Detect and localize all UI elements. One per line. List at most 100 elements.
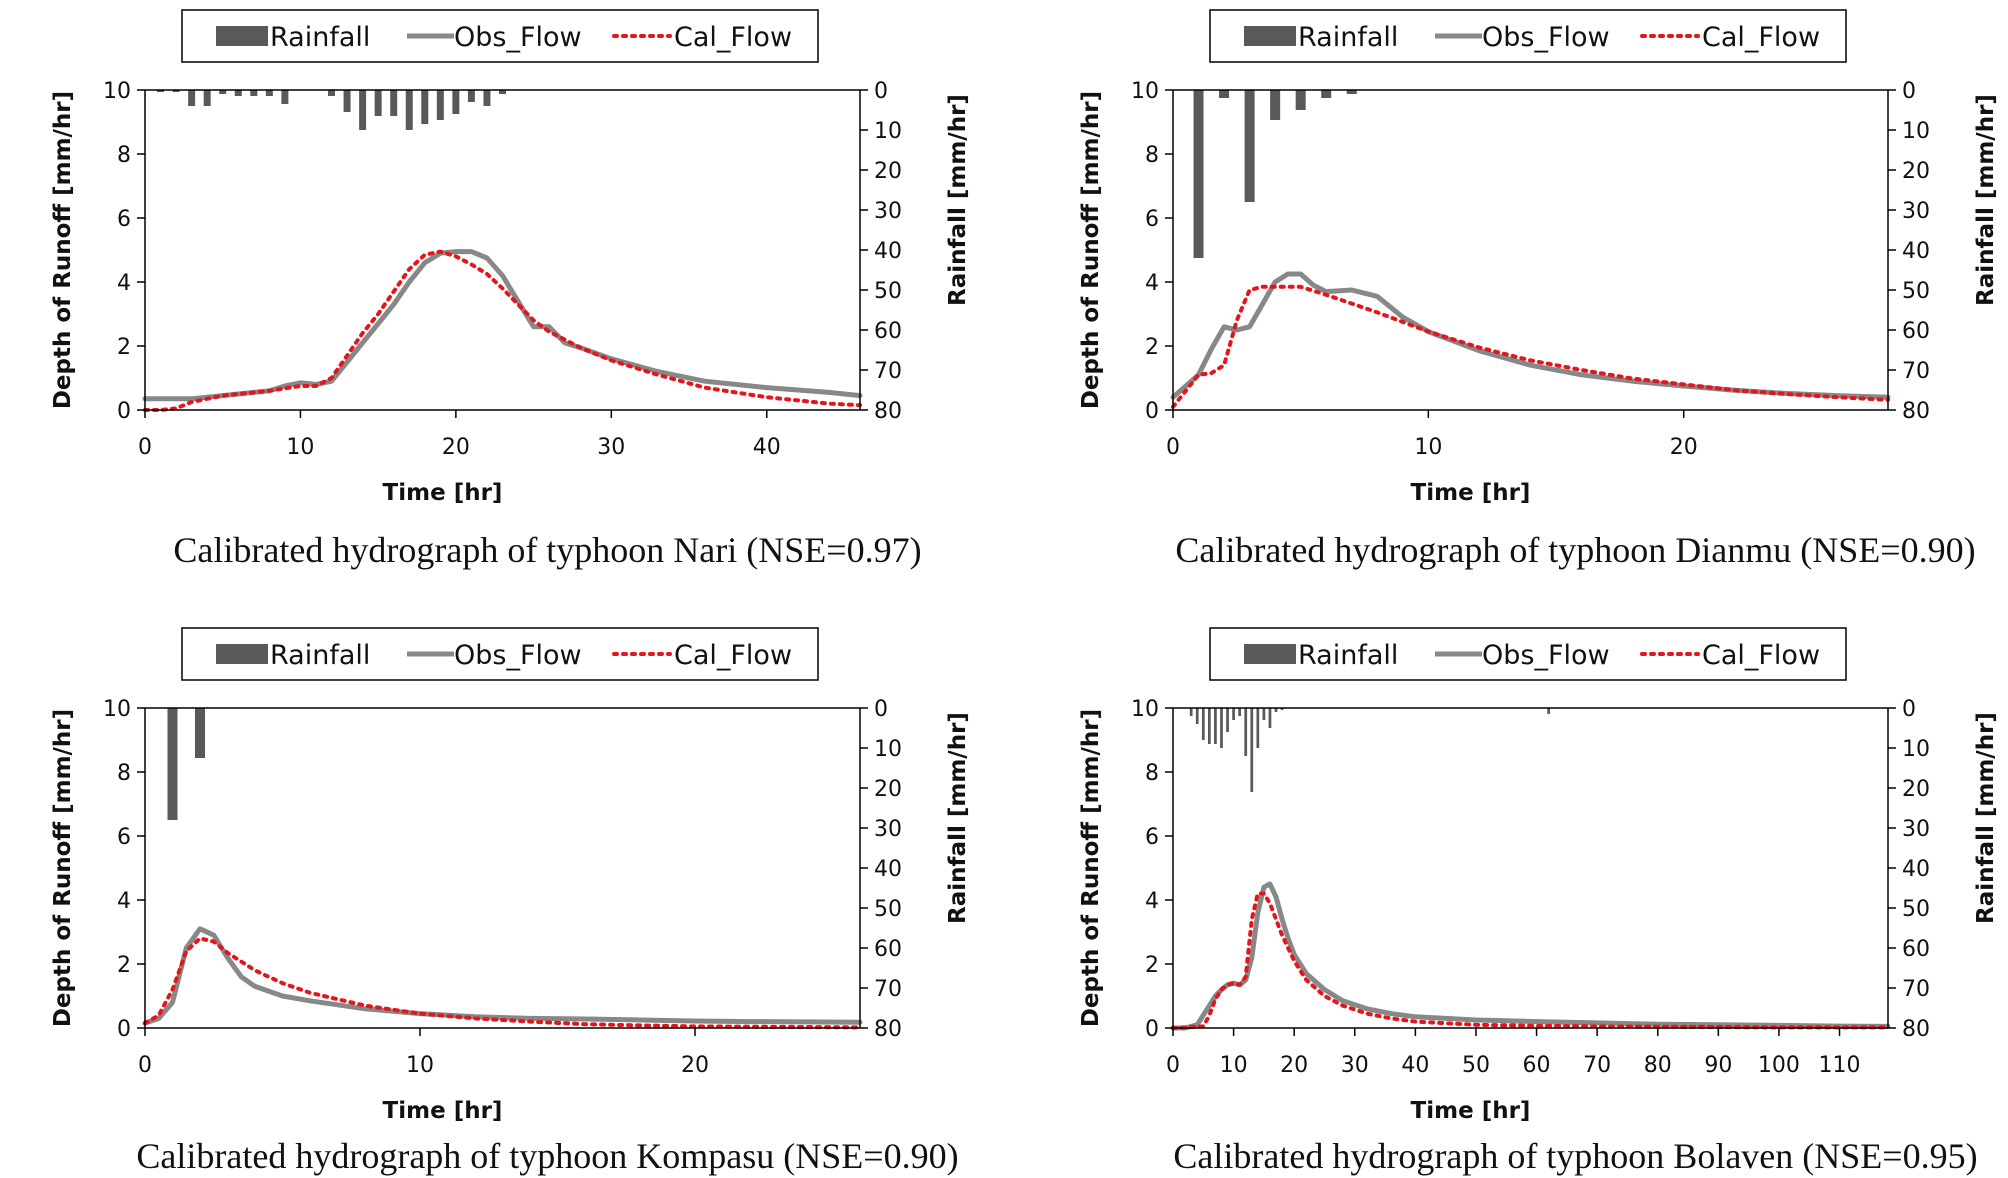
cal-flow-line <box>1171 891 1890 1030</box>
chart-caption: Calibrated hydrograph of typhoon Kompasu… <box>136 1136 958 1176</box>
y2-tick-label: 20 <box>874 777 902 802</box>
rainfall-bar <box>1220 708 1223 748</box>
x-tick-label: 90 <box>1704 1053 1732 1078</box>
rainfall-bar <box>203 90 211 106</box>
x-tick-label: 50 <box>1462 1053 1490 1078</box>
obs-flow-line <box>1170 881 1891 1031</box>
y2-tick-label: 60 <box>874 937 902 962</box>
x-tick-label: 60 <box>1523 1053 1551 1078</box>
y-tick-label: 4 <box>117 271 131 296</box>
rainfall-bar <box>1250 708 1254 792</box>
x-tick-label: 0 <box>1166 1053 1180 1078</box>
y2-tick-label: 0 <box>1902 79 1916 104</box>
legend: Rainfall Obs_Flow Cal_Flow <box>1209 9 1847 63</box>
rainfall-bar <box>1321 90 1332 98</box>
rainfall-bar <box>436 90 444 120</box>
y2-tick-label: 10 <box>874 737 902 762</box>
legend: Rainfall Obs_Flow Cal_Flow <box>1209 627 1847 681</box>
rainfall-bar <box>452 90 460 114</box>
y-tick-label: 10 <box>1131 697 1159 722</box>
y2-tick-label: 50 <box>1902 897 1930 922</box>
y2-tick-label: 0 <box>1902 697 1916 722</box>
y2-axis-title: Rainfall [mm/hr] <box>945 94 971 306</box>
y-tick-label: 6 <box>117 825 131 850</box>
rainfall-bar <box>405 90 413 130</box>
rainfall-bar <box>1238 708 1242 716</box>
rainfall-bar <box>1346 90 1357 94</box>
x-tick-label: 20 <box>1670 435 1698 460</box>
x-tick-label: 40 <box>1401 1053 1429 1078</box>
y2-tick-label: 50 <box>874 897 902 922</box>
x-tick-label: 30 <box>1341 1053 1369 1078</box>
x-tick-label: 20 <box>442 435 470 460</box>
legend-cal-label: Cal_Flow <box>1702 22 1820 53</box>
rainfall-bar <box>195 708 205 758</box>
rainfall-bar <box>1244 90 1255 202</box>
rainfall-bar <box>359 90 367 130</box>
y-tick-label: 2 <box>1145 335 1159 360</box>
y2-tick-label: 40 <box>874 857 902 882</box>
rainfall-bar <box>167 708 178 820</box>
y2-tick-label: 60 <box>1902 319 1930 344</box>
y-tick-label: 8 <box>1145 761 1159 786</box>
y2-tick-label: 10 <box>874 119 902 144</box>
y-tick-label: 0 <box>1145 1017 1159 1042</box>
chart-panel-3: 0 2 4 6 8 10 0 10 20 30 40 50 60 70 80 0 10 20 Time [hr] De… <box>50 627 971 1176</box>
legend-obs-label: Obs_Flow <box>454 22 582 53</box>
y2-tick-label: 60 <box>1902 937 1930 962</box>
legend-cal-label: Cal_Flow <box>674 22 792 53</box>
x-tick-label: 0 <box>1166 435 1180 460</box>
rainfall-bar <box>1274 708 1278 712</box>
rainfall-bar <box>219 90 227 94</box>
rainfall-bar <box>1244 708 1248 756</box>
y2-tick-label: 80 <box>1902 399 1930 424</box>
rainfall-bar <box>1295 90 1306 110</box>
rainfall-bar <box>1256 708 1260 748</box>
cal-flow-line <box>143 936 862 1030</box>
x-tick-label: 100 <box>1758 1053 1800 1078</box>
y-tick-label: 4 <box>117 889 131 914</box>
rainfall-bar <box>265 90 273 96</box>
y2-tick-label: 70 <box>1902 359 1930 384</box>
rainfall-bar <box>234 90 242 96</box>
cal-flow-line <box>1171 284 1890 409</box>
y-tick-label: 0 <box>1145 399 1159 424</box>
rainfall-bar <box>1214 708 1217 744</box>
x-tick-label: 20 <box>1280 1053 1308 1078</box>
rainfall-bar <box>374 90 382 116</box>
cal-flow-line <box>143 249 862 412</box>
rainfall-bar <box>1232 708 1235 720</box>
legend-box <box>1209 9 1847 63</box>
rainfall-bar <box>390 90 398 116</box>
rainfall-bar <box>1189 708 1193 716</box>
chart-panel-2: 0 2 4 6 8 10 0 10 20 30 40 50 60 70 80 0 10 20 Time [hr] De… <box>1078 9 1999 570</box>
x-axis-title: Time [hr] <box>383 480 503 506</box>
legend-cal-label: Cal_Flow <box>674 640 792 671</box>
y2-tick-label: 30 <box>874 199 902 224</box>
legend-rainfall-swatch <box>1244 644 1296 664</box>
y2-tick-label: 70 <box>874 977 902 1002</box>
y-tick-label: 10 <box>1131 79 1159 104</box>
legend-obs-label: Obs_Flow <box>1482 22 1610 53</box>
y2-tick-label: 50 <box>1902 279 1930 304</box>
rainfall-bar <box>1219 90 1230 98</box>
y2-tick-label: 40 <box>1902 857 1930 882</box>
y2-tick-label: 0 <box>874 79 888 104</box>
y2-tick-label: 80 <box>874 399 902 424</box>
y2-tick-label: 10 <box>1902 119 1930 144</box>
obs-flow-line <box>1170 271 1891 400</box>
rainfall-bar <box>1226 708 1229 732</box>
legend-box <box>181 9 819 63</box>
legend-rainfall-label: Rainfall <box>270 22 370 53</box>
rainfall-bar <box>1193 90 1204 258</box>
x-axis-title: Time [hr] <box>1411 480 1531 506</box>
legend-rainfall-swatch <box>216 26 268 46</box>
y-tick-label: 6 <box>1145 825 1159 850</box>
rainfall-bar <box>467 90 475 102</box>
y-axis-title: Depth of Runoff [mm/hr] <box>50 91 76 409</box>
chart-panel-1: 0 2 4 6 8 10 0 10 20 30 40 50 60 70 80 0 10 20 30 40 Time [h… <box>50 9 971 570</box>
y2-tick-label: 70 <box>874 359 902 384</box>
y2-tick-label: 80 <box>1902 1017 1930 1042</box>
